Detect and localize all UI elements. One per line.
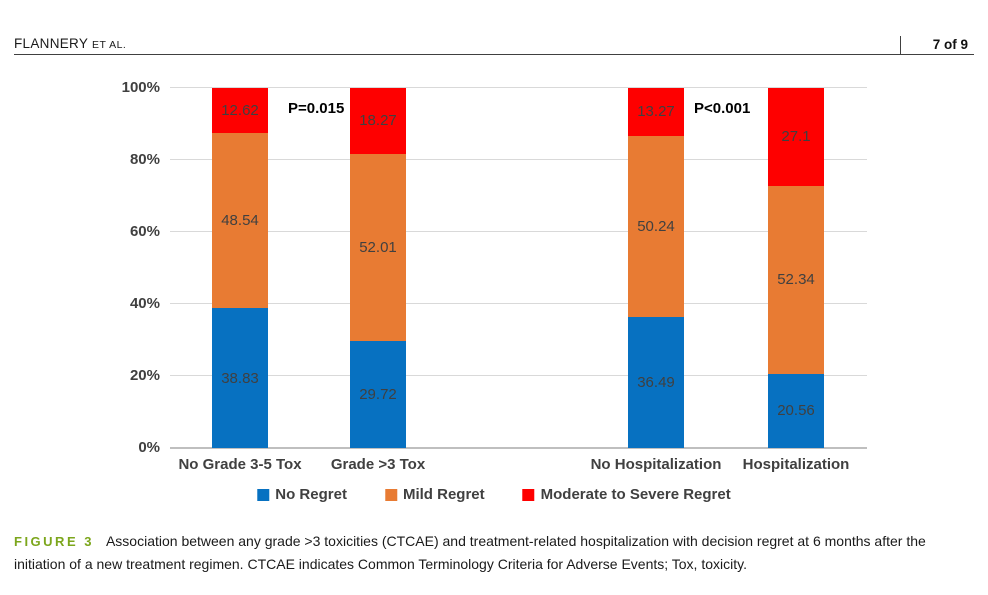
p-value-annotation: P=0.015 <box>288 100 345 117</box>
bar-value-label: 48.54 <box>221 212 259 230</box>
bar-segment-mild-regret: 52.34 <box>768 185 824 374</box>
bar-value-label: 18.27 <box>359 112 397 130</box>
header-rule <box>14 54 974 55</box>
bar-segment-mild-regret: 48.54 <box>212 133 268 309</box>
category-label-no-grade-3-5-tox: No Grade 3-5 Tox <box>178 456 302 473</box>
bar-value-label: 20.56 <box>777 402 815 420</box>
p-value-annotation: P<0.001 <box>694 100 751 117</box>
y-tick-label: 100% <box>121 79 160 96</box>
mild-regret-swatch <box>384 488 397 501</box>
legend-label: No Regret <box>275 486 347 503</box>
y-tick-label: 60% <box>129 223 160 240</box>
gridline <box>170 231 867 232</box>
category-label-hospitalization: Hospitalization <box>742 456 850 473</box>
bar-value-label: 36.49 <box>637 373 675 391</box>
category-label-grade-3-tox: Grade >3 Tox <box>330 456 426 473</box>
category-label-no-hospitalization: No Hospitalization <box>590 456 722 473</box>
bar-value-label: 52.01 <box>359 238 397 256</box>
header-divider <box>900 36 901 54</box>
bar-value-label: 52.34 <box>777 271 815 289</box>
no-regret-swatch <box>257 488 270 501</box>
chart-legend: No Regret Mild Regret Moderate to Severe R… <box>257 486 731 503</box>
bar-value-label: 29.72 <box>359 385 397 403</box>
bar-segment-no-regret: 29.72 <box>350 341 406 448</box>
y-tick-label: 80% <box>129 151 160 168</box>
page-number: 7 of 9 <box>932 37 968 52</box>
bar-value-label: 13.27 <box>637 103 675 121</box>
bar-value-label: 27.1 <box>781 128 811 146</box>
y-tick-label: 0% <box>138 439 160 456</box>
bar-segment-moderate-to-severe-regret: 13.27 <box>628 88 684 136</box>
legend-label: Moderate to Severe Regret <box>540 486 731 503</box>
bar-segment-no-regret: 38.83 <box>212 308 268 448</box>
bar-segment-moderate-to-severe-regret: 12.62 <box>212 88 268 134</box>
gridline <box>170 303 867 304</box>
bar-segment-moderate-to-severe-regret: 18.27 <box>350 88 406 154</box>
bar-segment-mild-regret: 50.24 <box>628 135 684 317</box>
bar-value-label: 38.83 <box>221 369 259 387</box>
y-tick-label: 40% <box>129 295 160 312</box>
bar-segment-mild-regret: 52.01 <box>350 153 406 341</box>
bar-segment-no-regret: 20.56 <box>768 373 824 448</box>
figure-caption-text: Association between any grade >3 toxicit… <box>14 533 926 572</box>
legend-item-moderate-to-severe-regret: Moderate to Severe Regret <box>522 486 731 503</box>
bar-value-label: 12.62 <box>221 102 259 120</box>
figure-label: FIGURE 3 <box>14 534 94 549</box>
figure-caption: FIGURE 3 Association between any grade >3… <box>14 530 974 576</box>
y-tick-label: 20% <box>129 367 160 384</box>
x-axis-line <box>170 447 867 449</box>
legend-item-no-regret: No Regret <box>257 486 347 503</box>
bar-segment-moderate-to-severe-regret: 27.1 <box>768 88 824 186</box>
legend-label: Mild Regret <box>402 486 485 503</box>
running-head-suffix: ET AL. <box>92 39 127 51</box>
moderate-to-severe-regret-swatch <box>522 488 535 501</box>
bar-value-label: 50.24 <box>637 217 675 235</box>
gridline <box>170 159 867 160</box>
gridline <box>170 87 867 88</box>
legend-item-mild-regret: Mild Regret <box>384 486 485 503</box>
gridline <box>170 375 867 376</box>
running-head: FLANNERY ET AL. <box>14 36 126 51</box>
running-head-author: FLANNERY <box>14 36 88 51</box>
bar-segment-no-regret: 36.49 <box>628 316 684 448</box>
